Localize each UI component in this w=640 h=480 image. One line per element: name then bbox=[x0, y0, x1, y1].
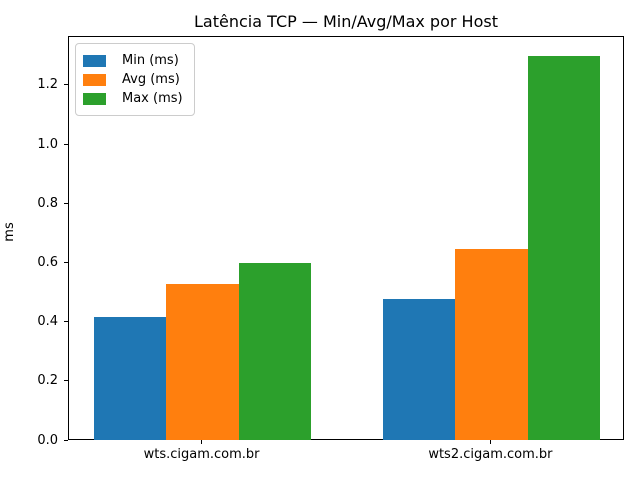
y-tick-label: 0.2 bbox=[37, 373, 58, 389]
legend-entry: Avg (ms) bbox=[83, 70, 183, 89]
y-tick bbox=[64, 321, 68, 323]
y-tick-label: 1.0 bbox=[37, 136, 58, 152]
bar-max-0 bbox=[238, 263, 311, 440]
bar-avg-0 bbox=[166, 284, 239, 440]
legend-swatch bbox=[83, 73, 106, 86]
bar-max-1 bbox=[527, 56, 600, 440]
y-tick bbox=[64, 84, 68, 86]
y-axis-label: ms bbox=[2, 222, 17, 242]
legend: Min (ms) Avg (ms) Max (ms) bbox=[75, 43, 195, 116]
chart-title: Latência TCP — Min/Avg/Max por Host bbox=[194, 12, 498, 31]
legend-swatch bbox=[83, 54, 106, 67]
x-tick bbox=[489, 440, 491, 444]
legend-label: Max (ms) bbox=[122, 91, 183, 106]
x-tick bbox=[201, 440, 203, 444]
legend-swatch bbox=[83, 92, 106, 105]
legend-entry: Max (ms) bbox=[83, 89, 183, 108]
y-tick-label: 0.8 bbox=[37, 195, 58, 211]
bar-avg-1 bbox=[455, 248, 528, 440]
plot-area: Min (ms) Avg (ms) Max (ms) bbox=[68, 36, 624, 440]
y-tick-label: 0.0 bbox=[37, 432, 58, 448]
y-tick-label: 1.2 bbox=[37, 77, 58, 93]
legend-label: Avg (ms) bbox=[122, 72, 180, 87]
y-tick bbox=[64, 143, 68, 145]
bar-min-0 bbox=[94, 316, 167, 440]
y-tick bbox=[64, 261, 68, 263]
y-tick bbox=[64, 380, 68, 382]
legend-entry: Min (ms) bbox=[83, 51, 183, 70]
x-tick-label: wts.cigam.com.br bbox=[143, 447, 260, 462]
x-tick-label: wts2.cigam.com.br bbox=[428, 447, 553, 462]
y-tick bbox=[64, 439, 68, 441]
y-tick bbox=[64, 202, 68, 204]
y-tick-label: 0.4 bbox=[37, 314, 58, 330]
legend-label: Min (ms) bbox=[122, 53, 179, 68]
y-tick-label: 0.6 bbox=[37, 254, 58, 270]
bar-min-1 bbox=[383, 298, 456, 440]
